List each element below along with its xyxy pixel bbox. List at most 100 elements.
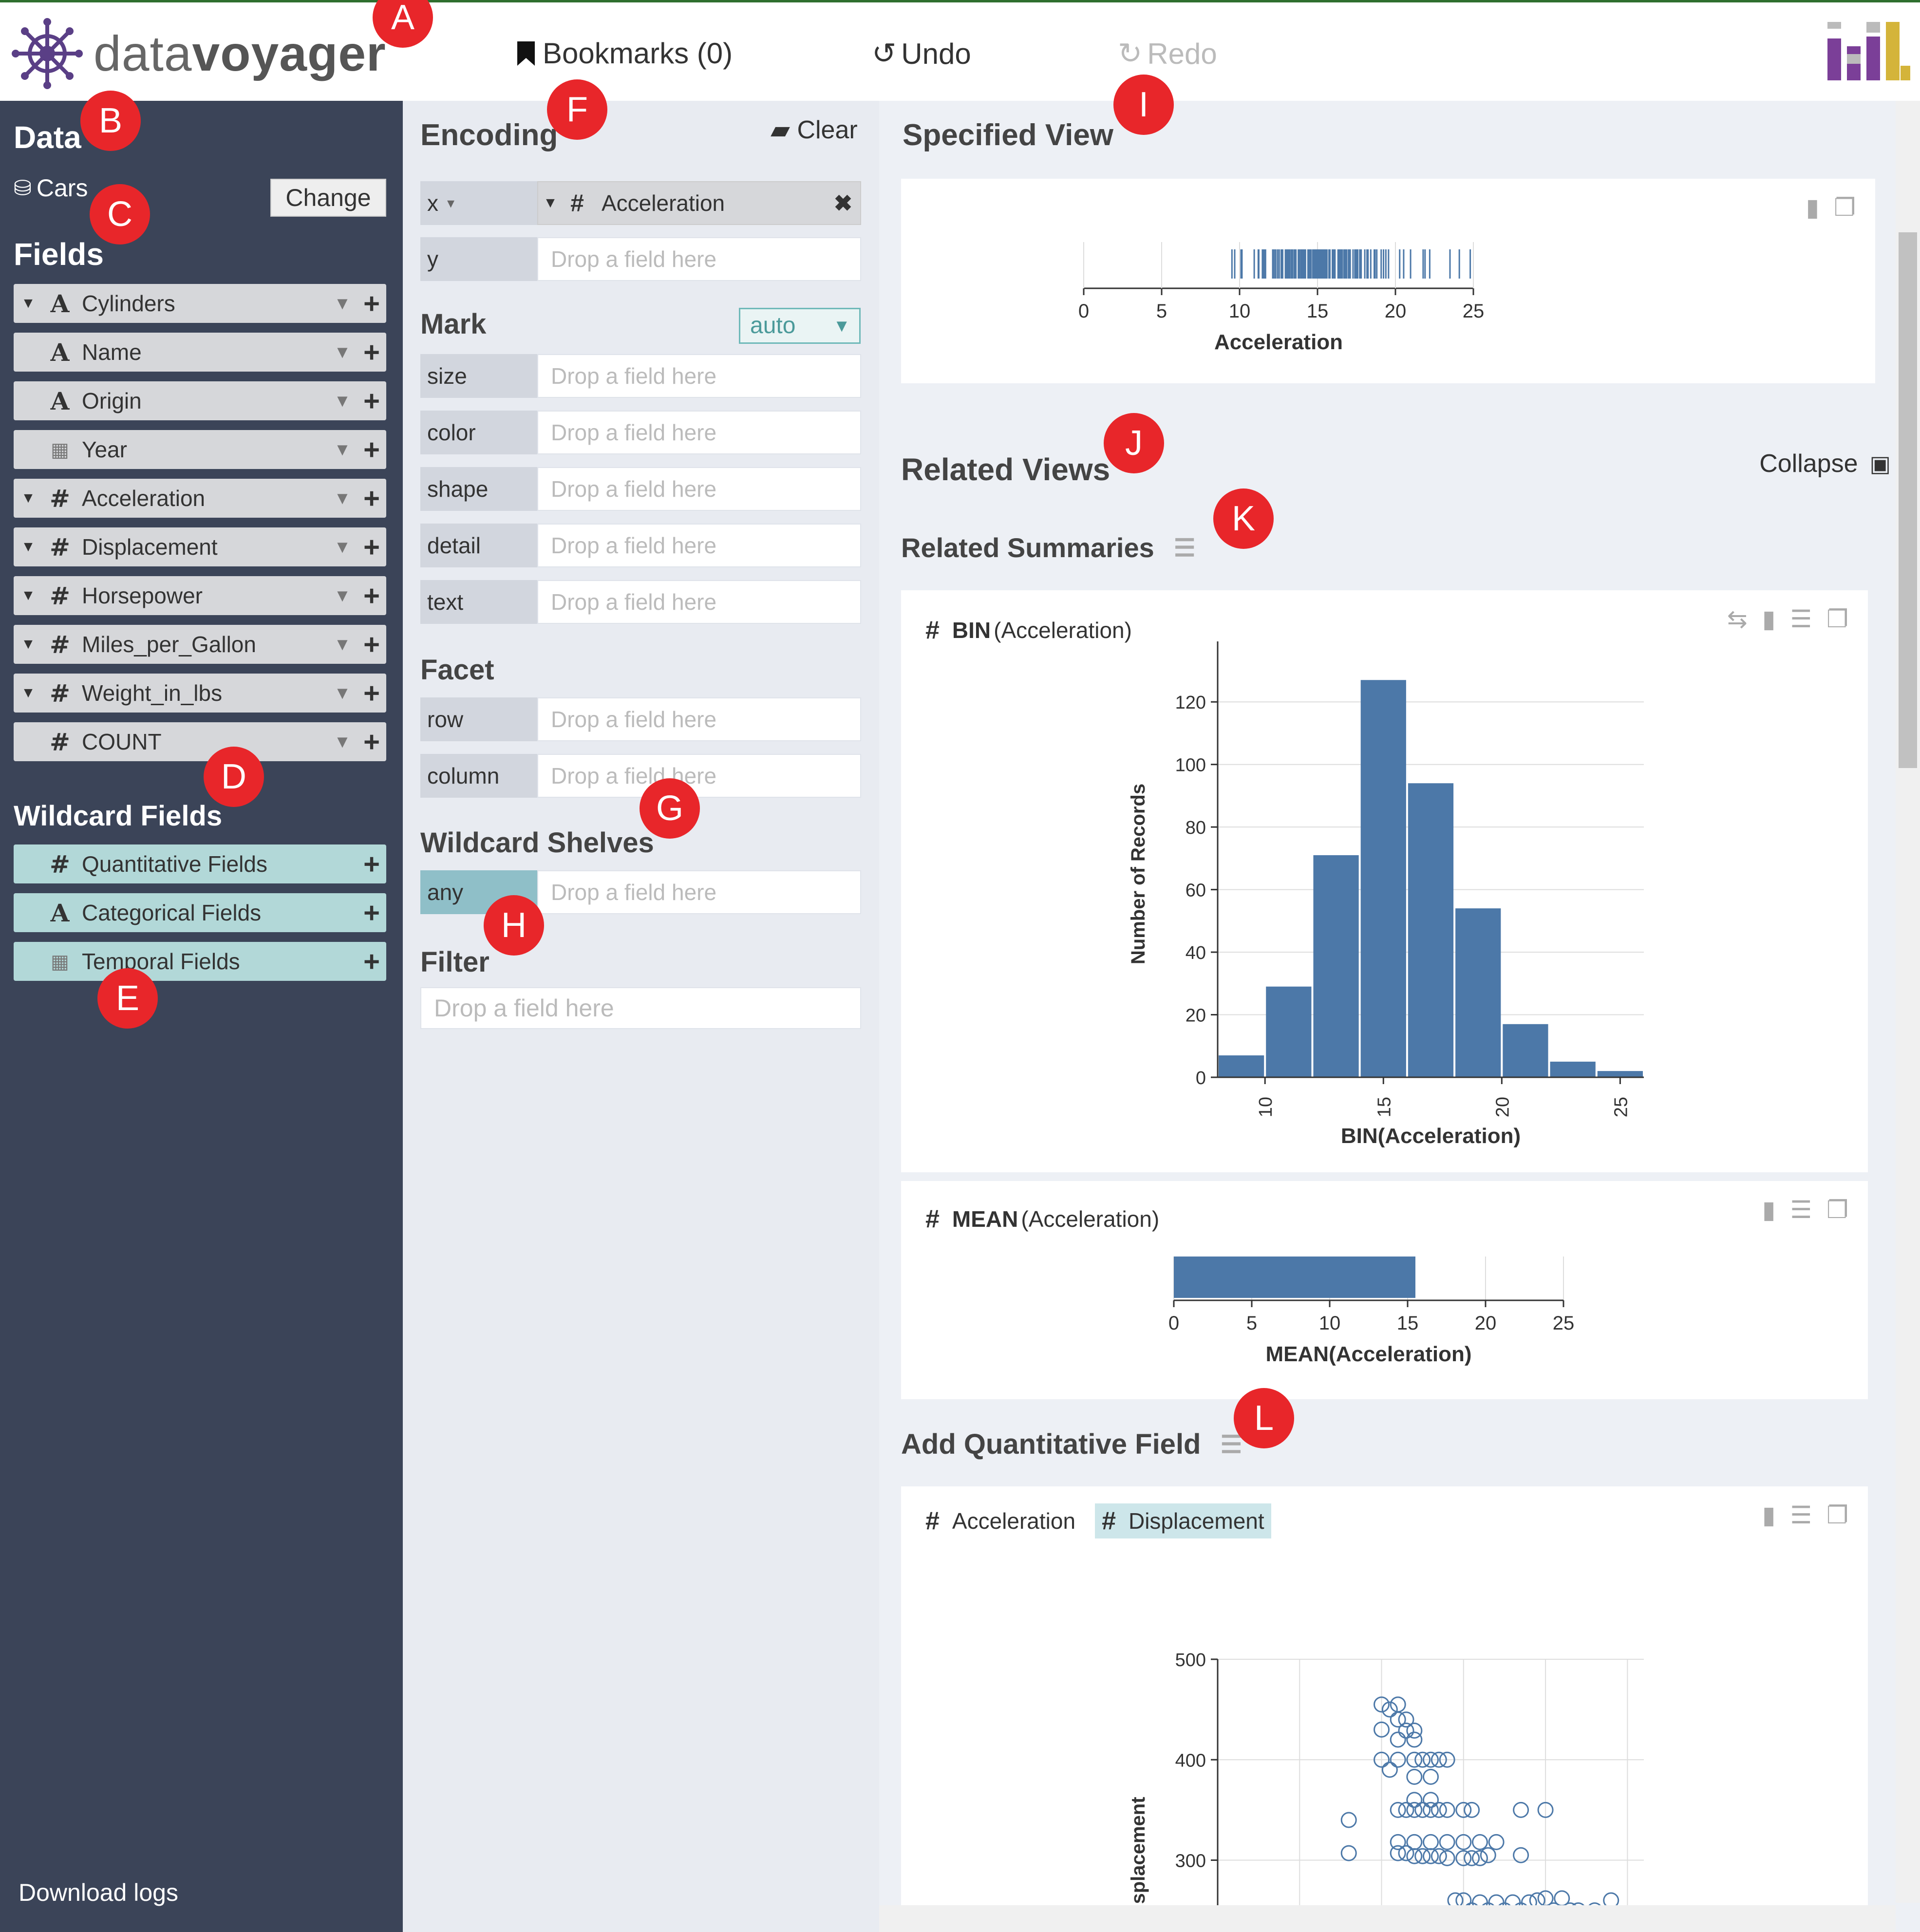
bookmarks-button[interactable]: Bookmarks (0) — [516, 37, 733, 70]
shelf-y[interactable]: y Drop a field here — [420, 237, 861, 281]
clear-button[interactable]: ▰ Clear — [771, 116, 858, 144]
scatter-point — [1513, 1801, 1529, 1818]
field-name: Name — [82, 339, 142, 365]
wildcard-field-2[interactable]: ▦ Temporal Fields + — [14, 942, 386, 981]
copy-icon[interactable]: ❐ — [1826, 1501, 1848, 1529]
filter-icon[interactable]: ▼ — [334, 488, 351, 508]
filter-icon[interactable]: ▼ — [334, 732, 351, 751]
field-pill-6[interactable]: ▼ # Horsepower ▼ + — [14, 576, 386, 615]
add-field-icon[interactable]: + — [363, 336, 380, 368]
list-view-icon[interactable]: ☰ — [1173, 534, 1196, 562]
caret-down-icon[interactable]: ▼ — [21, 295, 36, 311]
field-pill-5[interactable]: ▼ # Displacement ▼ + — [14, 527, 386, 566]
scatter-point — [1374, 1696, 1390, 1713]
filter-dropzone[interactable]: Drop a field here — [420, 987, 861, 1029]
field-pill-7[interactable]: ▼ # Miles_per_Gallon ▼ + — [14, 625, 386, 664]
calendar-icon: ▦ — [51, 950, 69, 973]
filter-icon[interactable]: ▼ — [334, 634, 351, 654]
list-view-icon[interactable]: ☰ — [1790, 1501, 1812, 1529]
bookmark-icon[interactable]: ▮ — [1762, 1501, 1776, 1529]
shelf-column[interactable]: column Drop a field here — [420, 754, 861, 798]
swap-axes-icon[interactable]: ⇆ — [1727, 605, 1748, 633]
database-icon: ⛁ — [14, 176, 32, 200]
shelf-row[interactable]: row Drop a field here — [420, 697, 861, 741]
bookmark-icon[interactable]: ▮ — [1806, 194, 1820, 221]
change-dataset-button[interactable]: Change — [270, 179, 386, 217]
filter-icon[interactable]: ▼ — [334, 342, 351, 362]
shelf-text-dropzone[interactable]: Drop a field here — [537, 580, 861, 624]
add-field-icon[interactable]: + — [363, 287, 380, 319]
field-pill-0[interactable]: ▼ A Cylinders ▼ + — [14, 284, 386, 323]
list-view-icon[interactable]: ☰ — [1790, 605, 1812, 633]
x-tick-label: 0 — [1078, 300, 1089, 322]
add-field-icon[interactable]: + — [363, 531, 380, 563]
bookmark-icon[interactable]: ▮ — [1762, 605, 1776, 633]
collapse-button[interactable]: Collapse ▣ — [1759, 450, 1891, 478]
mark-type-select[interactable]: auto ▼ — [739, 308, 861, 344]
shelf-any-dropzone[interactable]: Drop a field here — [537, 870, 861, 914]
field-pill-3[interactable]: ▦ Year ▼ + — [14, 430, 386, 469]
copy-icon[interactable]: ❐ — [1834, 194, 1856, 221]
shelf-x-field-pill[interactable]: ▼ # Acceleration ✖ — [537, 181, 861, 225]
shelf-y-dropzone[interactable]: Drop a field here — [537, 237, 861, 281]
vertical-scrollbar[interactable] — [1896, 101, 1920, 1903]
shelf-any[interactable]: any Drop a field here — [420, 870, 861, 914]
add-field-icon[interactable]: + — [363, 580, 380, 612]
wildcard-field-1[interactable]: A Categorical Fields + — [14, 893, 386, 932]
bookmark-icon[interactable]: ▮ — [1762, 1196, 1776, 1223]
remove-field-icon[interactable]: ✖ — [833, 190, 853, 216]
horizontal-scrollbar[interactable] — [879, 1905, 1896, 1932]
x-tick-label: 20 — [1475, 1313, 1497, 1334]
filter-icon[interactable]: ▼ — [334, 293, 351, 313]
shelf-row-dropzone[interactable]: Drop a field here — [537, 697, 861, 741]
filter-icon[interactable]: ▼ — [334, 683, 351, 703]
undo-button[interactable]: ↺ Undo — [872, 37, 971, 71]
filter-icon[interactable]: ▼ — [334, 585, 351, 605]
add-field-icon[interactable]: + — [363, 385, 380, 417]
list-view-icon[interactable]: ☰ — [1790, 1196, 1812, 1223]
filter-icon[interactable]: ▼ — [334, 391, 351, 411]
copy-icon[interactable]: ❐ — [1826, 605, 1848, 633]
add-field-icon[interactable]: + — [363, 848, 380, 880]
filter-icon[interactable]: ▼ — [334, 439, 351, 459]
add-field-icon[interactable]: + — [363, 677, 380, 709]
scatter-point — [1390, 1801, 1406, 1818]
quantitative-icon: # — [925, 1205, 940, 1233]
shelf-color-dropzone[interactable]: Drop a field here — [537, 411, 861, 454]
wildcard-field-0[interactable]: # Quantitative Fields + — [14, 844, 386, 883]
add-field-icon[interactable]: + — [363, 726, 380, 758]
caret-down-icon[interactable]: ▼ — [21, 587, 36, 603]
shelf-size[interactable]: size Drop a field here — [420, 354, 861, 398]
add-field-icon[interactable]: + — [363, 433, 380, 466]
scrollbar-thumb[interactable] — [1899, 232, 1917, 768]
shelf-size-dropzone[interactable]: Drop a field here — [537, 354, 861, 398]
shelf-color[interactable]: color Drop a field here — [420, 411, 861, 454]
caret-down-icon[interactable]: ▼ — [21, 636, 36, 652]
redo-button[interactable]: ↻ Redo — [1118, 37, 1217, 71]
scatter-point — [1406, 1722, 1423, 1739]
filter-icon[interactable]: ▼ — [334, 537, 351, 557]
caret-down-icon[interactable]: ▼ — [21, 539, 36, 555]
add-field-icon[interactable]: + — [363, 897, 380, 929]
field-pill-9[interactable]: # COUNT ▼ + — [14, 722, 386, 761]
shelf-shape-dropzone[interactable]: Drop a field here — [537, 467, 861, 511]
download-logs-link[interactable]: Download logs — [19, 1879, 178, 1906]
shelf-detail[interactable]: detail Drop a field here — [420, 524, 861, 567]
shelf-text[interactable]: text Drop a field here — [420, 580, 861, 624]
scatter-point — [1390, 1751, 1406, 1768]
shelf-x-label[interactable]: x ▾ — [420, 181, 537, 225]
shelf-x[interactable]: x ▾ ▼ # Acceleration ✖ — [420, 181, 861, 225]
shelf-shape[interactable]: shape Drop a field here — [420, 467, 861, 511]
field-pill-8[interactable]: ▼ # Weight_in_lbs ▼ + — [14, 674, 386, 713]
add-field-icon[interactable]: + — [363, 945, 380, 977]
caret-down-icon[interactable]: ▼ — [21, 490, 36, 506]
field-pill-4[interactable]: ▼ # Acceleration ▼ + — [14, 479, 386, 518]
copy-icon[interactable]: ❐ — [1826, 1196, 1848, 1223]
shelf-detail-dropzone[interactable]: Drop a field here — [537, 524, 861, 567]
add-field-icon[interactable]: + — [363, 628, 380, 660]
caret-down-icon[interactable]: ▼ — [21, 685, 36, 701]
field-pill-2[interactable]: A Origin ▼ + — [14, 381, 386, 420]
add-field-icon[interactable]: + — [363, 482, 380, 514]
shelf-column-dropzone[interactable]: Drop a field here — [537, 754, 861, 798]
field-pill-1[interactable]: A Name ▼ + — [14, 333, 386, 372]
